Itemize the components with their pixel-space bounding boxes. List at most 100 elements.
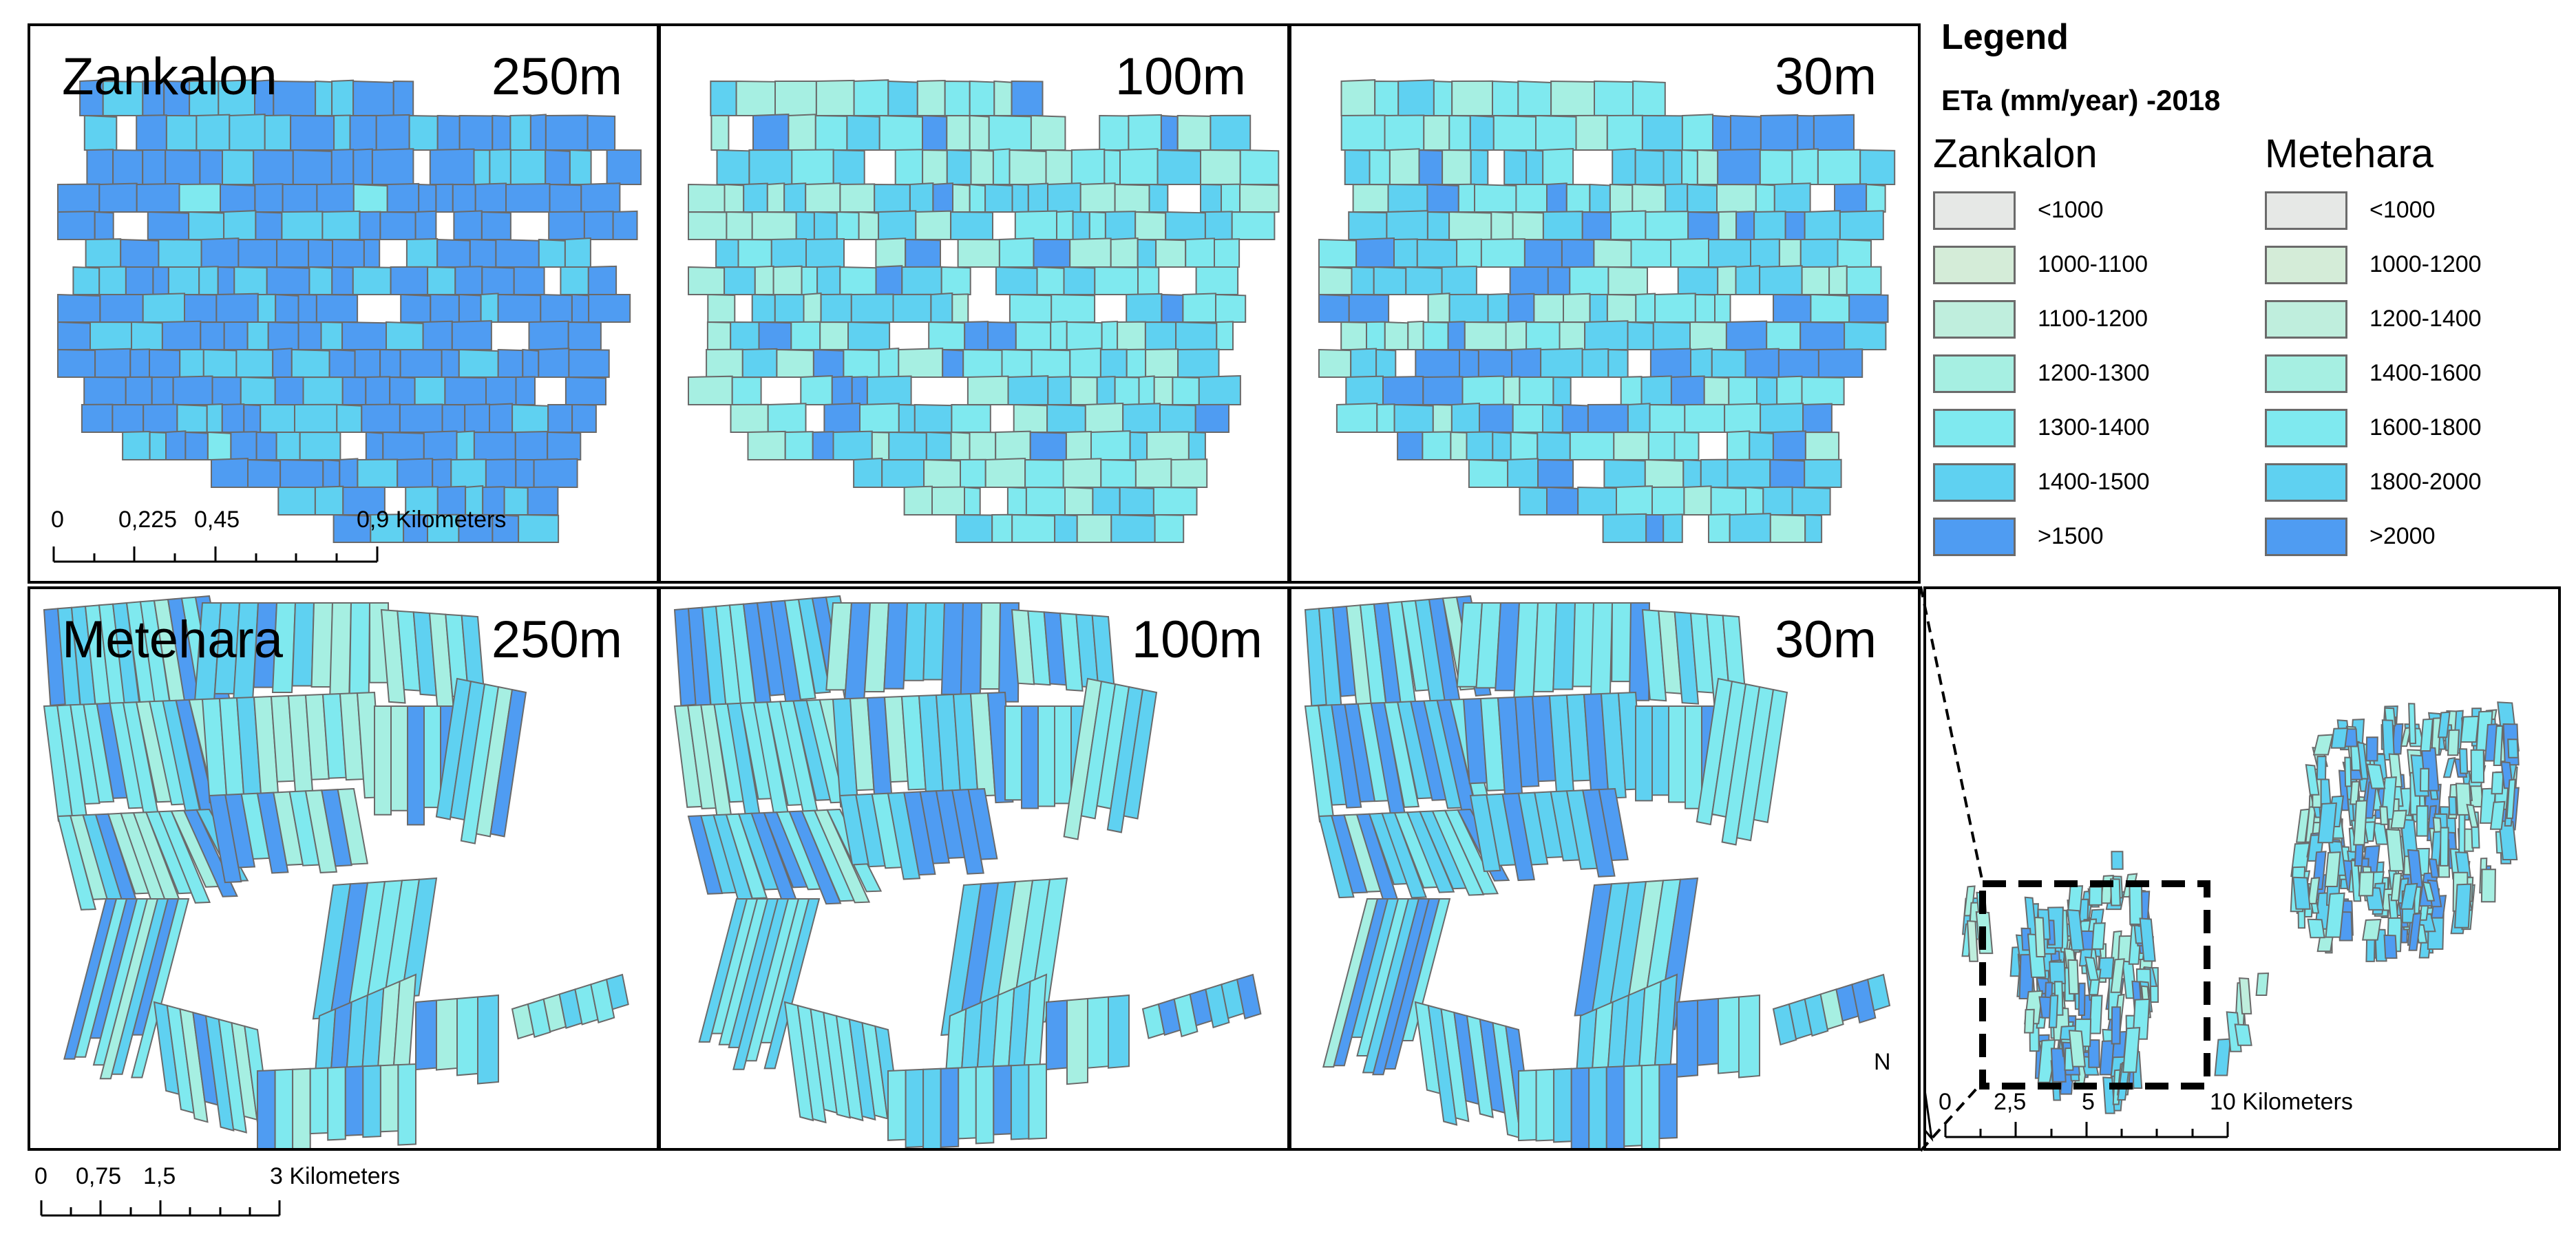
field-parcel <box>481 211 511 240</box>
field-parcel <box>99 294 144 323</box>
field-parcel <box>481 266 515 295</box>
field-parcel <box>1735 265 1761 295</box>
overview-field <box>2408 703 2417 745</box>
overview-field <box>2365 736 2378 762</box>
field-parcel <box>527 486 559 516</box>
field-strip <box>111 898 169 1075</box>
field-parcel <box>451 320 492 350</box>
field-strip <box>1696 677 1733 826</box>
field-parcel <box>1145 348 1179 378</box>
field-parcel <box>308 266 333 295</box>
field-parcel <box>571 403 597 433</box>
field-parcel <box>1198 374 1241 405</box>
field-strip <box>63 898 118 1060</box>
field-parcel <box>1801 376 1845 405</box>
field-parcel <box>1185 237 1215 268</box>
field-parcel <box>1505 321 1528 350</box>
field-parcel <box>503 486 529 516</box>
overview-field <box>2419 767 2430 792</box>
field-strip <box>489 688 527 838</box>
scalebar-label: 0,9 Kilometers <box>357 507 507 533</box>
field-parcel <box>243 403 262 433</box>
overview-field <box>2307 918 2325 939</box>
field-parcel <box>930 292 953 323</box>
field-parcel <box>1674 431 1700 460</box>
field-strip <box>1517 792 1549 866</box>
legend-label: 1000-1100 <box>2038 251 2149 277</box>
field-parcel <box>1063 266 1096 295</box>
field-parcel <box>950 431 971 460</box>
field-parcel <box>1519 376 1554 405</box>
legend-label: 1200-1300 <box>2038 360 2150 386</box>
field-parcel <box>832 430 873 460</box>
field-parcel <box>1859 149 1896 185</box>
field-parcel <box>1464 321 1507 350</box>
field-parcel <box>86 149 114 185</box>
field-parcel <box>784 431 814 460</box>
field-parcel <box>1542 403 1563 433</box>
field-parcel <box>688 183 726 213</box>
field-parcel <box>569 149 592 185</box>
field-parcel <box>1791 148 1819 185</box>
legend-item-metehara: <1000 <box>2265 191 2554 234</box>
field-parcel <box>1344 149 1371 185</box>
overview-field <box>2507 739 2519 758</box>
field-parcel <box>1441 265 1477 295</box>
overview-field <box>2234 1023 2252 1046</box>
field-parcel <box>1386 210 1428 240</box>
field-parcel <box>441 348 460 378</box>
overview-field <box>2458 748 2469 774</box>
field-parcel <box>1727 458 1771 488</box>
field-parcel <box>944 80 971 116</box>
overview-field <box>2316 755 2327 780</box>
field-strip <box>763 898 821 1070</box>
field-parcel <box>1517 80 1552 116</box>
field-parcel <box>1090 430 1131 460</box>
field-parcel <box>1355 237 1395 268</box>
field-parcel <box>1773 182 1811 213</box>
legend-item-metehara: >2000 <box>2265 518 2554 560</box>
overview-field <box>2024 1008 2035 1034</box>
field-parcel <box>1565 183 1591 213</box>
field-parcel <box>1176 114 1212 151</box>
field-parcel <box>752 114 790 151</box>
field-strip <box>1735 686 1775 842</box>
field-strip <box>99 898 159 1080</box>
field-parcel <box>1387 183 1428 213</box>
field-parcel <box>389 376 416 405</box>
field-parcel <box>1126 293 1163 323</box>
field-parcel <box>538 238 566 268</box>
legend-metehara-title: Metehara <box>2265 131 2434 176</box>
overview-field <box>2353 800 2368 846</box>
field-parcel <box>1029 431 1067 460</box>
field-parcel <box>354 348 381 378</box>
resolution-label-30m: 30m <box>1775 610 1877 669</box>
field-strip <box>397 1063 416 1146</box>
field-parcel <box>1589 293 1608 323</box>
field-strip <box>348 602 371 696</box>
overview-field <box>2089 995 2103 1034</box>
field-parcel <box>436 238 471 268</box>
field-parcel <box>731 376 762 405</box>
field-parcel <box>1050 321 1068 350</box>
field-strip <box>1640 1064 1660 1148</box>
map-panel-metehara-100m: 100m <box>658 586 1290 1151</box>
field-parcel <box>229 114 266 151</box>
field-strip <box>1469 794 1501 873</box>
field-parcel <box>1712 114 1731 151</box>
field-parcel <box>1651 486 1685 516</box>
legend-label: 1200-1400 <box>2369 306 2482 332</box>
north-arrow-label: N <box>1874 1049 1891 1075</box>
field-parcel <box>1552 376 1572 405</box>
field-parcel <box>1014 210 1057 240</box>
field-parcel <box>165 430 187 460</box>
field-parcel <box>1051 293 1096 323</box>
field-parcel <box>136 114 167 151</box>
field-strip <box>835 1014 864 1122</box>
field-parcel <box>386 321 424 350</box>
overview-field <box>2366 763 2386 789</box>
field-parcel <box>142 293 185 323</box>
overview-field <box>2324 851 2341 887</box>
field-parcel <box>1069 348 1101 378</box>
field-parcel <box>223 321 249 350</box>
